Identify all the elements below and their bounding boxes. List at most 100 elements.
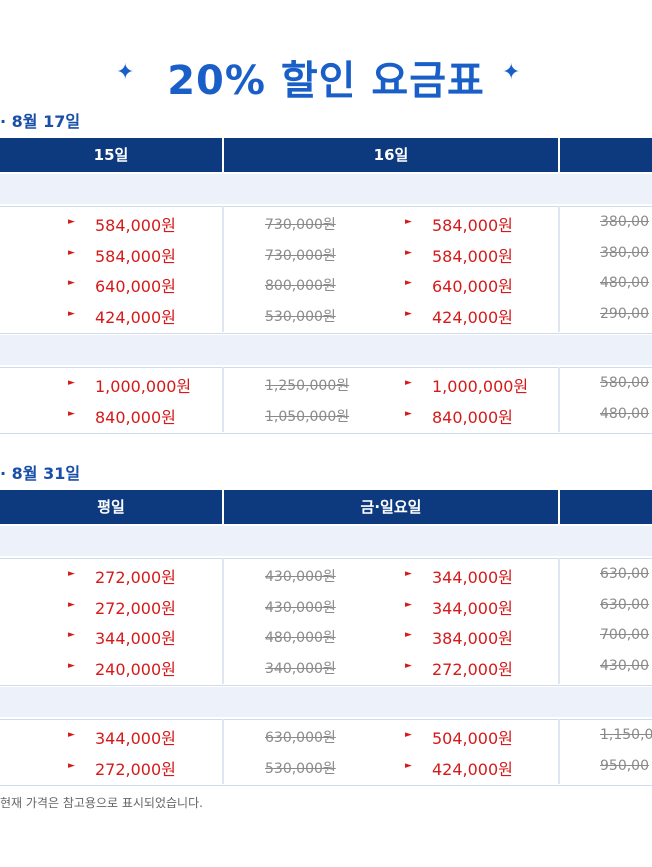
discount-price: 1,000,000원 xyxy=(95,377,192,396)
group-box xyxy=(0,206,652,334)
original-price: 380,00 xyxy=(600,214,649,230)
original-price: 340,000원 xyxy=(265,660,336,677)
arrow-icon: ► xyxy=(68,308,75,319)
discount-price: 344,000원 xyxy=(432,598,513,618)
group-band xyxy=(0,335,652,365)
group-band xyxy=(0,526,652,556)
group-band xyxy=(0,687,652,717)
discount-price: 240,000원 xyxy=(95,659,176,679)
arrow-icon: ► xyxy=(405,730,412,740)
discount-price: 272,000원 xyxy=(432,659,513,679)
arrow-icon: ► xyxy=(405,569,412,579)
original-price: 700,00 xyxy=(600,627,649,643)
discount-price: 840,000원 xyxy=(95,407,176,427)
column-divider xyxy=(558,367,560,432)
column-header: 평일 xyxy=(0,490,222,524)
discount-price: 272,000원 xyxy=(95,568,176,587)
column-divider xyxy=(222,206,224,332)
original-price: 530,000원 xyxy=(265,760,336,777)
discount-price: 584,000원 xyxy=(95,216,176,235)
arrow-icon: ► xyxy=(68,569,75,579)
original-price: 480,000원 xyxy=(265,630,336,646)
original-price: 290,00 xyxy=(600,305,649,322)
discount-price: 344,000원 xyxy=(432,568,513,587)
group-box xyxy=(0,558,652,686)
column-header: 금·일요일 xyxy=(224,490,558,524)
column-header: 15일 xyxy=(0,138,222,172)
original-price: 630,00 xyxy=(600,596,649,613)
original-price: 430,000원 xyxy=(265,599,336,616)
arrow-icon: ► xyxy=(405,408,412,419)
column-header xyxy=(560,138,652,172)
original-price: 1,150,0 xyxy=(600,727,652,743)
discount-price: 272,000원 xyxy=(95,598,176,618)
discount-price: 272,000원 xyxy=(95,759,176,779)
original-price: 480,00 xyxy=(600,405,649,422)
original-price: 800,000원 xyxy=(265,278,336,294)
column-divider xyxy=(222,367,224,432)
original-price: 730,000원 xyxy=(265,217,336,233)
arrow-icon: ► xyxy=(68,378,75,388)
arrow-icon: ► xyxy=(68,630,75,640)
arrow-icon: ► xyxy=(405,217,412,227)
original-price: 950,00 xyxy=(600,757,649,774)
arrow-icon: ► xyxy=(68,247,75,258)
arrow-icon: ► xyxy=(405,247,412,258)
discount-price: 504,000원 xyxy=(432,729,513,748)
arrow-icon: ► xyxy=(405,630,412,640)
arrow-icon: ► xyxy=(68,660,75,671)
arrow-icon: ► xyxy=(405,308,412,319)
arrow-icon: ► xyxy=(405,278,412,288)
footnote: 현재 가격은 참고용으로 표시되었습니다. xyxy=(0,796,203,810)
original-price: 430,00 xyxy=(600,657,649,674)
column-header xyxy=(560,490,652,524)
discount-price: 344,000원 xyxy=(95,729,176,748)
discount-price: 640,000원 xyxy=(432,277,513,296)
discount-price: 384,000원 xyxy=(432,629,513,648)
arrow-icon: ► xyxy=(405,599,412,610)
original-price: 1,250,000원 xyxy=(265,378,350,394)
arrow-icon: ► xyxy=(68,760,75,771)
arrow-icon: ► xyxy=(68,730,75,740)
original-price: 630,000원 xyxy=(265,730,336,746)
arrow-icon: ► xyxy=(68,217,75,227)
group-band xyxy=(0,174,652,204)
title: 20% 할인 요금표 xyxy=(167,58,485,104)
column-divider xyxy=(558,558,560,684)
arrow-icon: ► xyxy=(68,278,75,288)
arrow-icon: ► xyxy=(405,660,412,671)
discount-price: 344,000원 xyxy=(95,629,176,648)
discount-price: 424,000원 xyxy=(432,307,513,327)
original-price: 480,00 xyxy=(600,275,649,291)
original-price: 1,050,000원 xyxy=(265,408,350,425)
original-price: 430,000원 xyxy=(265,569,336,585)
column-divider xyxy=(222,558,224,684)
discount-price: 840,000원 xyxy=(432,407,513,427)
discount-price: 584,000원 xyxy=(432,216,513,235)
discount-price: 640,000원 xyxy=(95,277,176,296)
arrow-icon: ► xyxy=(68,599,75,610)
original-price: 580,00 xyxy=(600,375,649,391)
group-box xyxy=(0,367,652,434)
original-price: 630,00 xyxy=(600,566,649,582)
arrow-icon: ► xyxy=(68,408,75,419)
column-divider xyxy=(222,719,224,784)
column-header: 16일 xyxy=(224,138,558,172)
column-divider xyxy=(558,719,560,784)
discount-price: 424,000원 xyxy=(95,307,176,327)
discount-price: 1,000,000원 xyxy=(432,377,529,396)
section-heading: · 8월 31일 xyxy=(0,464,81,483)
star-icon: ✦ xyxy=(502,60,521,85)
original-price: 530,000원 xyxy=(265,308,336,325)
original-price: 730,000원 xyxy=(265,247,336,264)
original-price: 380,00 xyxy=(600,244,649,261)
discount-price: 584,000원 xyxy=(95,246,176,266)
column-divider xyxy=(558,206,560,332)
group-box xyxy=(0,719,652,786)
section-heading: · 8월 17일 xyxy=(0,112,81,131)
discount-price: 584,000원 xyxy=(432,246,513,266)
arrow-icon: ► xyxy=(405,760,412,771)
discount-price: 424,000원 xyxy=(432,759,513,779)
star-icon: ✦ xyxy=(116,60,135,85)
